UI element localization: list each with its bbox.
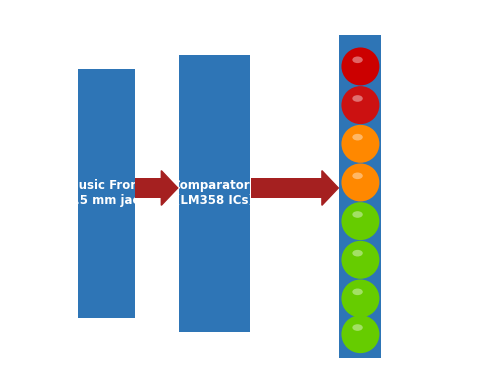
Bar bbox=[340, 35, 382, 358]
Ellipse shape bbox=[352, 173, 363, 179]
Bar bbox=[179, 55, 250, 332]
Ellipse shape bbox=[352, 288, 363, 295]
Circle shape bbox=[342, 202, 380, 240]
Ellipse shape bbox=[352, 134, 363, 141]
Ellipse shape bbox=[352, 250, 363, 257]
Circle shape bbox=[342, 125, 380, 163]
Circle shape bbox=[342, 315, 380, 353]
Ellipse shape bbox=[352, 211, 363, 218]
Ellipse shape bbox=[352, 95, 363, 102]
Bar bbox=[250, 178, 322, 198]
Circle shape bbox=[342, 280, 380, 318]
Polygon shape bbox=[162, 171, 178, 205]
Circle shape bbox=[342, 241, 380, 279]
Polygon shape bbox=[322, 171, 338, 205]
Ellipse shape bbox=[352, 57, 363, 63]
Text: Music From
3.5 mm jack: Music From 3.5 mm jack bbox=[66, 180, 147, 207]
Circle shape bbox=[342, 47, 380, 85]
Circle shape bbox=[342, 164, 380, 201]
Bar bbox=[78, 69, 135, 318]
Text: Comparators
(LM358 ICs): Comparators (LM358 ICs) bbox=[172, 180, 257, 207]
Circle shape bbox=[342, 86, 380, 124]
Ellipse shape bbox=[352, 324, 363, 331]
Bar bbox=[135, 178, 162, 198]
